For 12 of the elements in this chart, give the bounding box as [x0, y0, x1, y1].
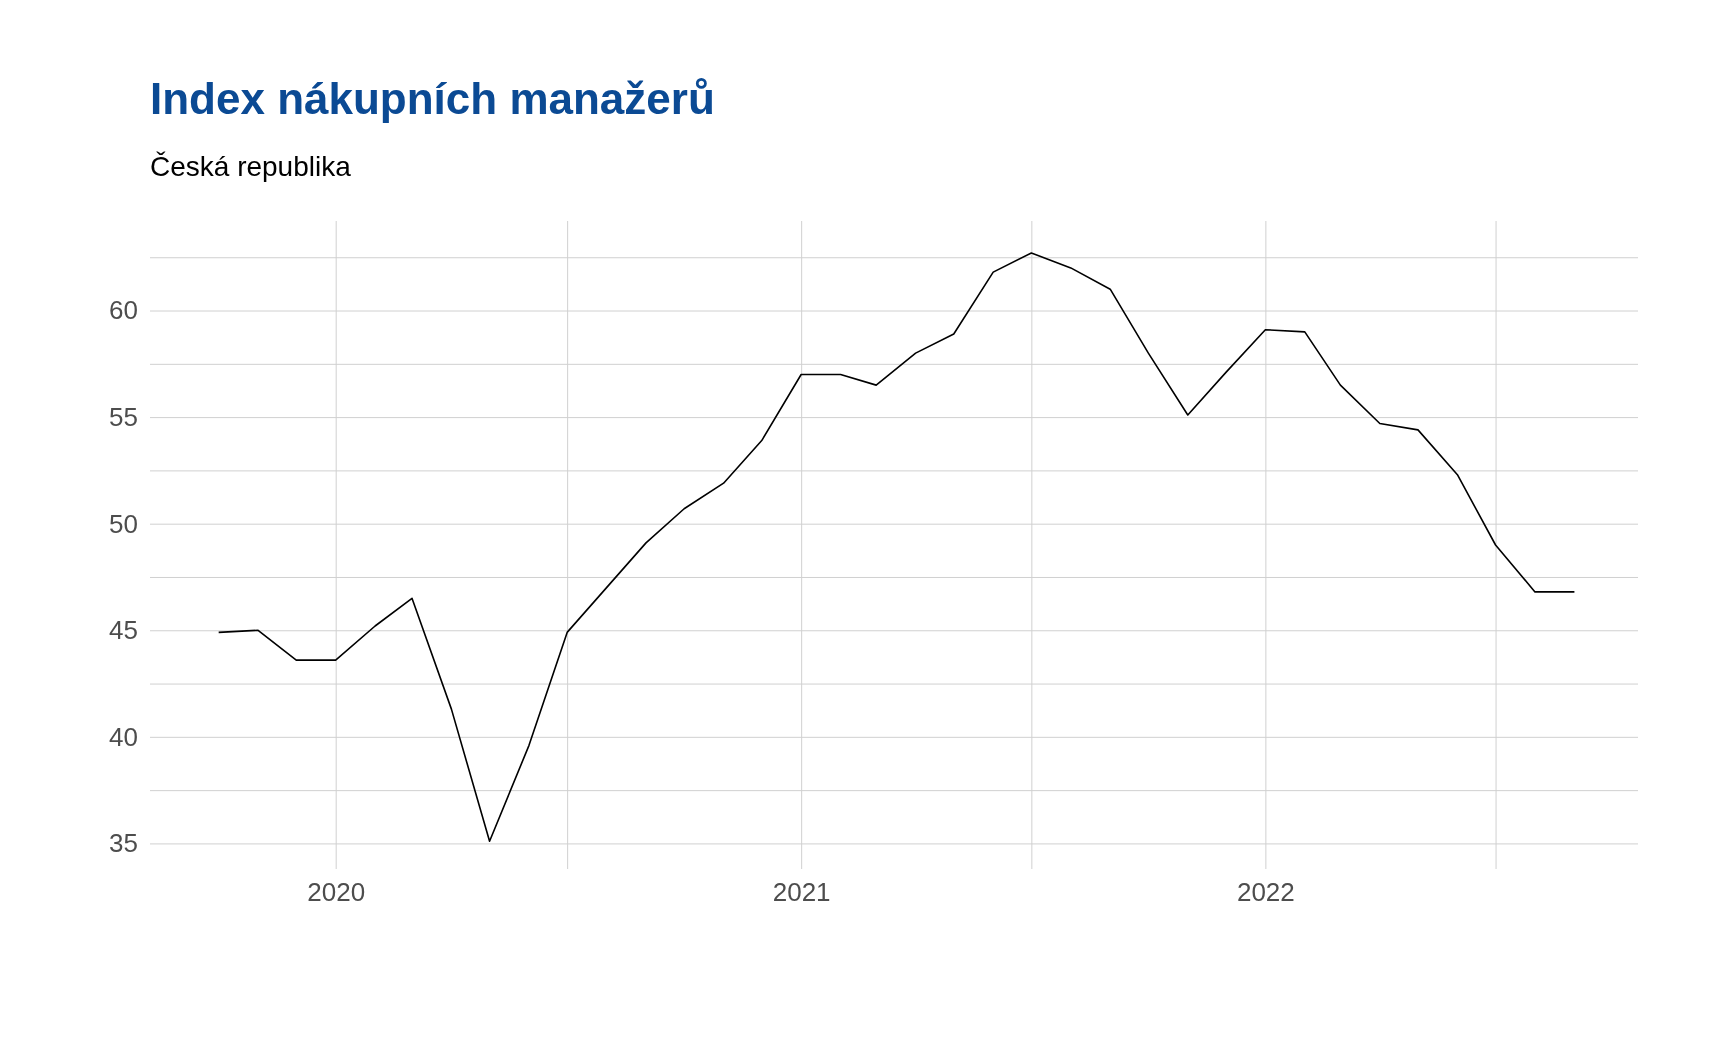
y-tick-label: 45: [109, 615, 138, 646]
y-tick-label: 35: [109, 828, 138, 859]
chart-subtitle: Česká republika: [150, 151, 352, 182]
x-tick-label: 2021: [772, 877, 831, 908]
x-tick-label: 2020: [307, 877, 366, 908]
line-series: [217, 252, 1576, 843]
y-tick-label: 55: [109, 401, 138, 432]
y-tick-label: 40: [109, 721, 138, 752]
x-tick-label: 2022: [1236, 877, 1295, 908]
y-tick-label: 50: [109, 508, 138, 539]
y-tick-label: 60: [109, 295, 138, 326]
chart-title: Index nákupních manažerů: [150, 74, 715, 123]
